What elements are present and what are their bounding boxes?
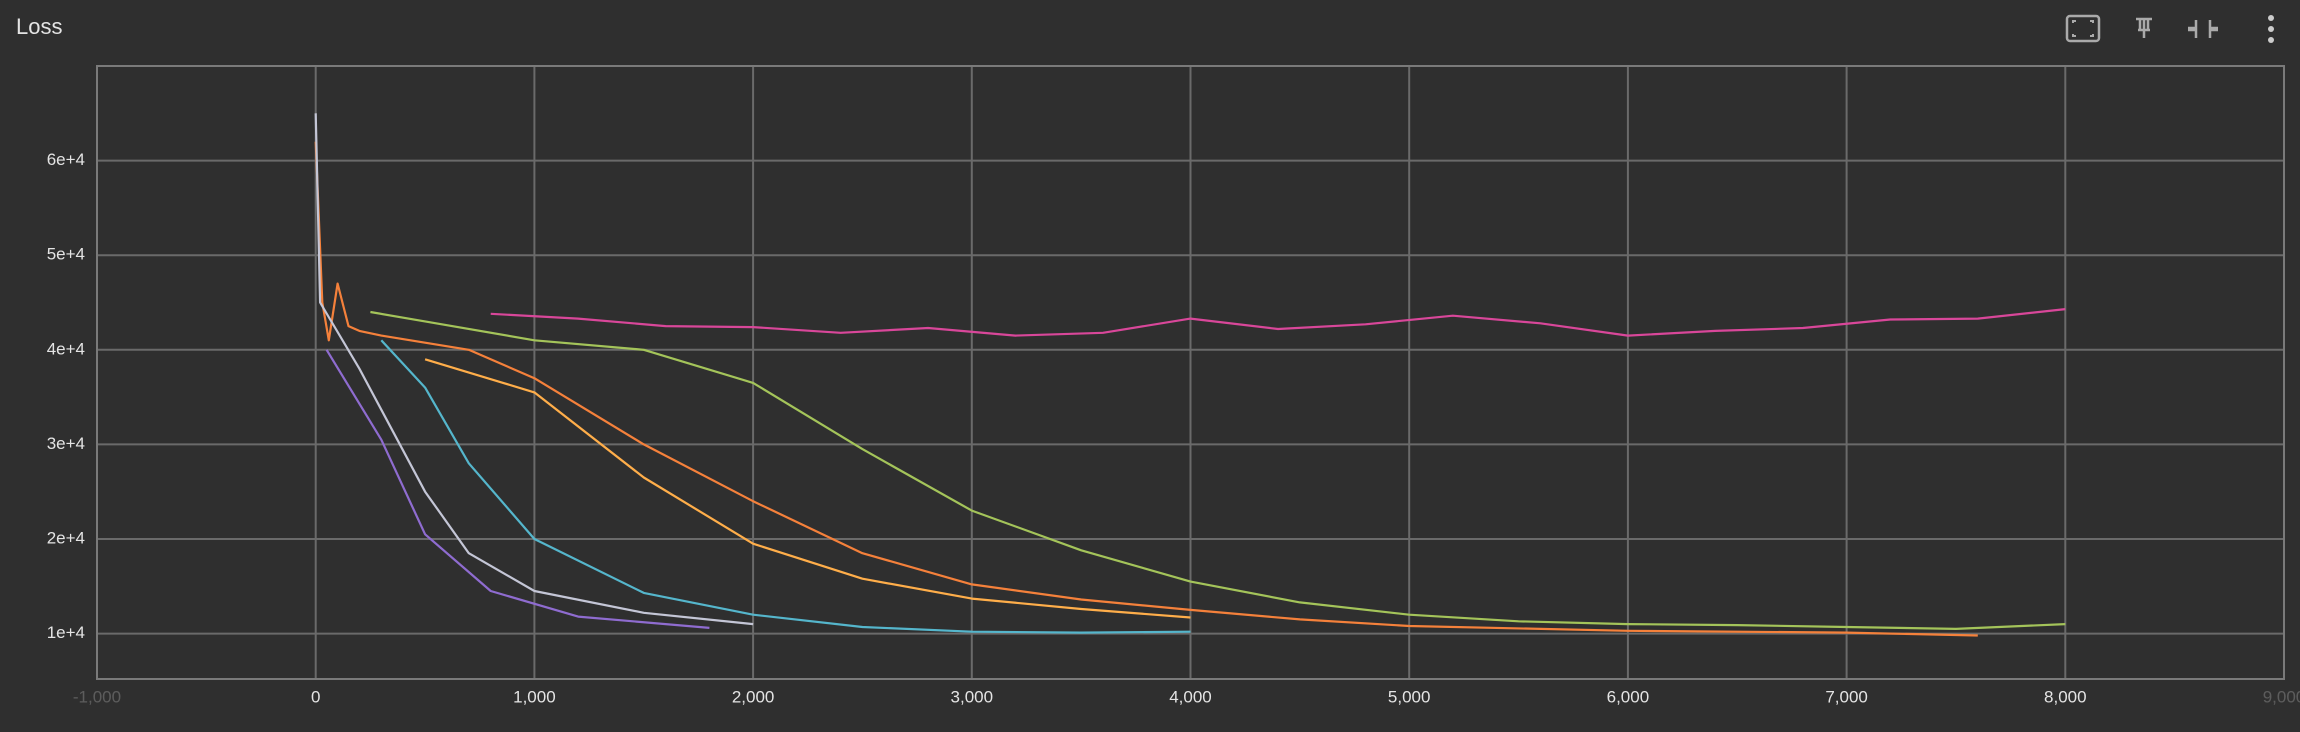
y-tick-label: 1e+4 <box>47 623 85 642</box>
x-tick-label: 5,000 <box>1388 687 1431 706</box>
menu-button[interactable] <box>2268 15 2274 43</box>
collapse-button[interactable] <box>2188 20 2218 38</box>
x-tick-label: 0 <box>311 687 320 706</box>
x-tick-label: 2,000 <box>732 687 775 706</box>
x-tick-label: 7,000 <box>1825 687 1868 706</box>
series-line <box>490 308 2066 337</box>
x-tick-label: 9,000 <box>2263 687 2300 706</box>
x-tick-label: 8,000 <box>2044 687 2087 706</box>
series-line <box>314 113 754 626</box>
x-tick-label: 3,000 <box>951 687 994 706</box>
series-line <box>314 141 1978 637</box>
chart-title: Loss <box>16 14 62 39</box>
y-tick-label: 2e+4 <box>47 528 85 547</box>
toolbar <box>2065 14 2274 43</box>
y-tick-label: 4e+4 <box>47 339 85 358</box>
fit-domain-button[interactable] <box>2065 14 2101 43</box>
plot-frame <box>96 65 2285 680</box>
y-tick-label: 6e+4 <box>47 150 85 169</box>
series-line <box>424 358 1191 619</box>
series-line <box>380 339 1191 634</box>
series-line <box>370 310 2066 630</box>
series-line <box>325 349 710 629</box>
y-tick-label: 3e+4 <box>47 434 85 453</box>
y-tick-label: 5e+4 <box>47 245 85 264</box>
x-tick-label: 4,000 <box>1169 687 1212 706</box>
pin-button[interactable] <box>2136 17 2152 38</box>
x-tick-label: 1,000 <box>513 687 556 706</box>
x-tick-label: -1,000 <box>73 687 121 706</box>
x-tick-label: 6,000 <box>1607 687 1650 706</box>
